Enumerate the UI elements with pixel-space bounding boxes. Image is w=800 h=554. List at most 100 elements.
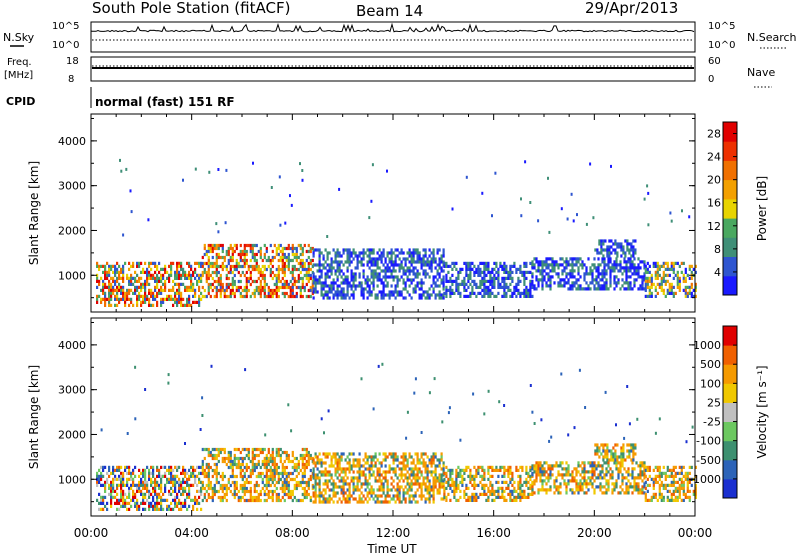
echo-cell (501, 480, 504, 484)
echo-cell (368, 476, 371, 480)
echo-cell (634, 251, 637, 255)
echo-cell (207, 291, 210, 296)
echo-cell (267, 456, 270, 461)
echo-cell (505, 498, 508, 502)
echo-cell (491, 486, 494, 490)
echo-cell (382, 281, 385, 285)
echo-cell (644, 282, 647, 286)
echo-cell (114, 273, 117, 277)
echo-cell (205, 249, 208, 254)
echo-cell (142, 297, 145, 301)
echo-cell (198, 501, 201, 505)
echo-cell (390, 467, 393, 471)
echo-cell (243, 261, 246, 266)
echo-cell (207, 276, 210, 281)
echo-cell (102, 279, 105, 283)
echo-cell (511, 294, 514, 298)
echo-cell (537, 260, 540, 264)
echo-cell (487, 468, 490, 472)
echo-cell (326, 482, 329, 486)
echo-cell (368, 470, 371, 474)
echo-cell (370, 269, 373, 273)
echo-cell (416, 281, 419, 285)
echo-cell (386, 254, 389, 258)
echo-cell (156, 285, 159, 289)
echo-cell (322, 473, 325, 477)
echo-cell (318, 266, 321, 270)
echo-cell (287, 483, 290, 488)
echo-cell (340, 476, 343, 480)
echo-cell (507, 285, 510, 289)
echo-cell (324, 461, 327, 465)
echo-cell (575, 488, 578, 492)
echo-cell (465, 264, 468, 268)
echo-cell (295, 291, 298, 296)
echo-cell (392, 485, 395, 489)
echo-cell (619, 266, 622, 270)
echo-cell (200, 507, 203, 511)
echo-cell (156, 273, 159, 277)
echo-cell (261, 447, 264, 452)
echo-cell (136, 489, 139, 493)
echo-cell (360, 260, 363, 264)
echo-cell (334, 260, 337, 264)
echo-cell (198, 489, 201, 493)
echo-cell (503, 294, 506, 298)
echo-cell (491, 291, 494, 295)
echo-cell (178, 300, 181, 304)
echo-cell (247, 279, 250, 284)
echo-cell (287, 258, 290, 263)
echo-cell (267, 462, 270, 467)
echo-cell (672, 264, 675, 268)
echo-cell (293, 468, 296, 473)
echo-cell (265, 474, 268, 479)
echo-cell (338, 479, 341, 483)
echo-cell (136, 486, 139, 490)
echo-cell (497, 480, 500, 484)
echo-cell (290, 203, 293, 207)
echo-cell (404, 263, 407, 267)
echo-cell (106, 285, 109, 289)
echo-cell (287, 261, 290, 266)
echo-cell (213, 261, 216, 266)
echo-cell (114, 294, 117, 298)
echo-cell (362, 296, 365, 300)
echo-cell (146, 465, 149, 469)
echo-cell (371, 163, 374, 167)
echo-cell (293, 282, 296, 287)
echo-cell (445, 294, 448, 298)
echo-cell (324, 455, 327, 459)
echo-cell (314, 263, 317, 267)
echo-cell (523, 288, 526, 292)
echo-cell (249, 486, 252, 491)
echo-cell (291, 459, 294, 464)
echo-cell (535, 287, 538, 291)
echo-cell (602, 458, 605, 462)
echo-cell (606, 449, 609, 453)
echo-cell (577, 470, 580, 474)
echo-cell (428, 263, 431, 267)
echo-cell (140, 276, 143, 280)
echo-cell (639, 464, 642, 468)
echo-cell (565, 275, 568, 279)
echo-cell (539, 476, 542, 480)
echo-cell (352, 293, 355, 297)
echo-cell (174, 504, 177, 508)
echo-cell (541, 467, 544, 471)
echo-cell (571, 263, 574, 267)
echo-cell (589, 479, 592, 483)
echo-cell (616, 458, 619, 462)
echo-cell (259, 267, 262, 272)
echo-cell (481, 261, 484, 265)
echo-cell (463, 261, 466, 265)
echo-cell (287, 471, 290, 476)
echo-cell (104, 291, 107, 295)
echo-cell (487, 465, 490, 469)
echo-cell (271, 492, 274, 497)
echo-cell (116, 291, 119, 295)
echo-cell (320, 263, 323, 267)
echo-cell (245, 294, 248, 299)
echo-cell (346, 467, 349, 471)
echo-cell (533, 464, 536, 468)
echo-cell (485, 273, 488, 277)
